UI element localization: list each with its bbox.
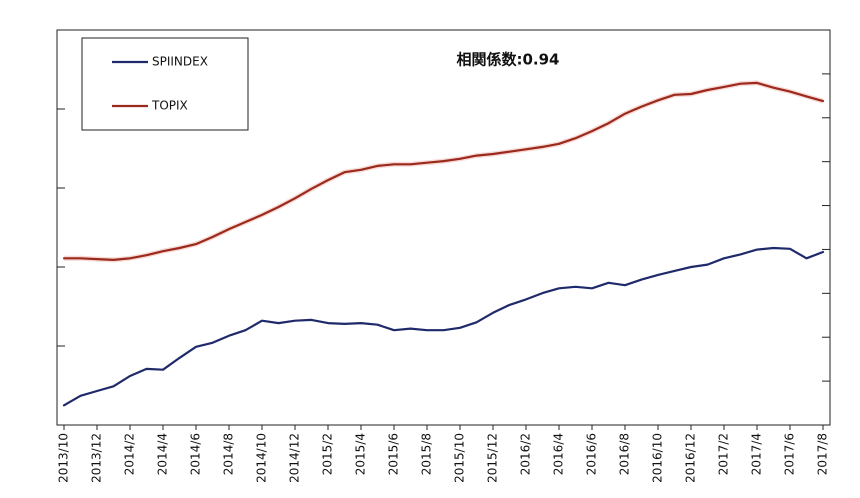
x-tick-label: 2013/10 xyxy=(57,433,71,483)
x-tick-label: 2016/10 xyxy=(651,433,665,483)
x-tick-label: 2017/8 xyxy=(816,433,830,475)
x-tick-label: 2017/4 xyxy=(750,433,764,475)
x-tick-label: 2016/2 xyxy=(519,433,533,475)
x-tick-label: 2017/6 xyxy=(783,433,797,475)
legend-label: SPIINDEX xyxy=(152,55,208,69)
x-tick-label: 2015/2 xyxy=(321,433,335,475)
x-tick-label: 2016/8 xyxy=(618,433,632,475)
x-tick-label: 2014/6 xyxy=(189,433,203,475)
x-tick-label: 2016/12 xyxy=(684,433,698,483)
legend-label: TOPIX xyxy=(151,99,188,113)
x-tick-label: 2017/2 xyxy=(717,433,731,475)
x-tick-label: 2015/10 xyxy=(453,433,467,483)
plot-frame xyxy=(56,29,831,426)
series-line xyxy=(62,246,825,407)
legend-box xyxy=(81,37,249,131)
x-tick-label: 2016/6 xyxy=(585,433,599,475)
x-tick-label: 2015/4 xyxy=(354,433,368,475)
x-tick-label: 2014/12 xyxy=(288,433,302,483)
x-tick-label: 2014/2 xyxy=(123,433,137,475)
x-tick-label: 2015/12 xyxy=(486,433,500,483)
x-tick-label: 2014/4 xyxy=(156,433,170,475)
x-tick-label: 2014/10 xyxy=(255,433,269,483)
x-tick-label: 2015/6 xyxy=(387,433,401,475)
x-tick-label: 2013/12 xyxy=(90,433,104,483)
chart-title: 相関係数:0.94 xyxy=(456,51,559,69)
x-tick-label: 2014/8 xyxy=(222,433,236,475)
x-tick-label: 2015/8 xyxy=(420,433,434,475)
series-line xyxy=(62,81,825,261)
x-tick-label: 2016/4 xyxy=(552,433,566,475)
